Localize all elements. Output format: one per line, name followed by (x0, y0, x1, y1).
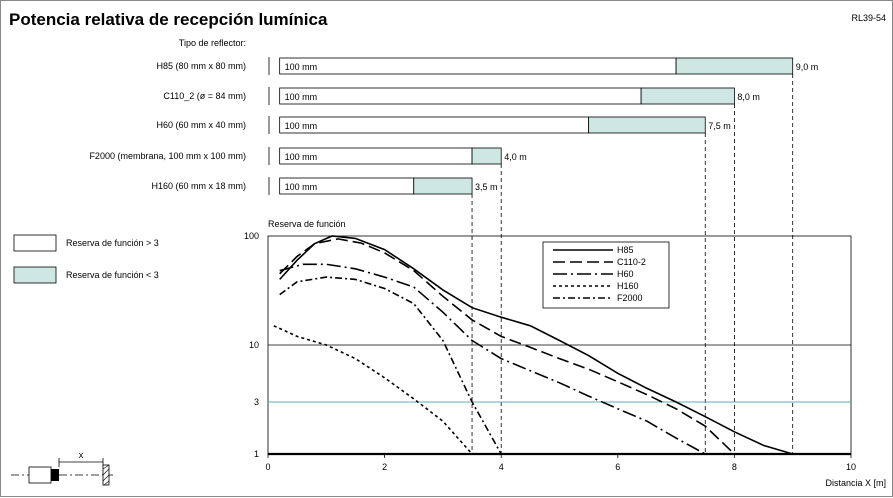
series-legend-label: H160 (617, 281, 639, 291)
diagram-sensor-body (28, 466, 52, 484)
y-tick-label: 1 (254, 449, 259, 459)
bar-start-label: 100 mm (285, 182, 318, 192)
diagram-sensor-lens (51, 469, 59, 481)
x-tick-label: 10 (846, 462, 856, 472)
bar-low-reserve (588, 116, 706, 134)
figure-code: RL39-54 (851, 13, 886, 23)
x-tick-label: 0 (265, 462, 270, 472)
bar-max-label: 8,0 m (737, 92, 760, 102)
bar-high-reserve (279, 116, 590, 134)
legend-box-swatch (13, 234, 57, 252)
bar-reflector-label: H60 (60 mm x 40 mm) (156, 120, 246, 130)
series-legend-label: H60 (617, 269, 634, 279)
bar-low-reserve (413, 177, 473, 195)
sensor-diagram: x (11, 450, 113, 486)
legend-box-label: Reserva de función < 3 (66, 270, 159, 280)
x-tick-label: 8 (732, 462, 737, 472)
series-line-h160 (273, 325, 473, 455)
legend-box-swatch (13, 266, 57, 284)
series-legend-label: C110-2 (617, 257, 646, 267)
bar-low-reserve (640, 87, 735, 105)
bar-reflector-label: C110_2 (ø = 84 mm) (163, 91, 246, 101)
bar-max-label: 7,5 m (708, 121, 731, 131)
reserve-legend: Reserva de función > 3 Reserva de función… (13, 234, 159, 284)
y-tick-label: 100 (244, 231, 259, 241)
bar-low-reserve (471, 147, 502, 165)
diagram-reflector-hatch (102, 474, 110, 482)
bar-max-label: 9,0 m (796, 62, 819, 72)
bar-high-reserve (279, 57, 677, 75)
y-axis-title: Reserva de función (268, 219, 346, 229)
bar-reflector-label: H160 (60 mm x 18 mm) (151, 181, 246, 191)
x-tick-label: 6 (615, 462, 620, 472)
bar-start-label: 100 mm (285, 152, 318, 162)
range-bars: H85 (80 mm x 80 mm) 100 mm 9,0 m C110_2 (ø … (89, 57, 818, 454)
series-line-f2000 (279, 276, 502, 455)
series-legend-frame (542, 241, 670, 309)
x-tick-label: 2 (382, 462, 387, 472)
diagram-reflector-hatch (102, 468, 110, 476)
bar-reflector-label: F2000 (membrana, 100 mm x 100 mm) (89, 151, 246, 161)
bar-max-label: 4,0 m (504, 152, 527, 162)
series-legend-label: H85 (617, 245, 634, 255)
bar-high-reserve (279, 87, 642, 105)
legend-box-label: Reserva de función > 3 (66, 238, 159, 248)
series-legend-label: F2000 (617, 293, 643, 303)
y-tick-label: 3 (254, 397, 259, 407)
bar-max-label: 3,5 m (475, 182, 498, 192)
bar-start-label: 100 mm (285, 62, 318, 72)
series-line-h85 (279, 235, 793, 455)
y-tick-label: 10 (249, 340, 259, 350)
series-line-h60 (279, 263, 706, 455)
diagram-x-label: x (79, 450, 84, 460)
series-line-c110-2 (279, 238, 735, 455)
bar-start-label: 100 mm (285, 121, 318, 131)
bar-start-label: 100 mm (285, 92, 318, 102)
page-title: Potencia relativa de recepción lumínica (9, 10, 328, 29)
x-axis-title: Distancia X [m] (825, 478, 886, 488)
reflector-header: Tipo de reflector: (179, 38, 246, 48)
x-tick-label: 4 (499, 462, 504, 472)
diagram-reflector-hatch (102, 464, 110, 470)
bar-low-reserve (675, 57, 794, 75)
diagram-reflector-hatch (103, 480, 110, 486)
bar-reflector-label: H85 (80 mm x 80 mm) (156, 61, 246, 71)
